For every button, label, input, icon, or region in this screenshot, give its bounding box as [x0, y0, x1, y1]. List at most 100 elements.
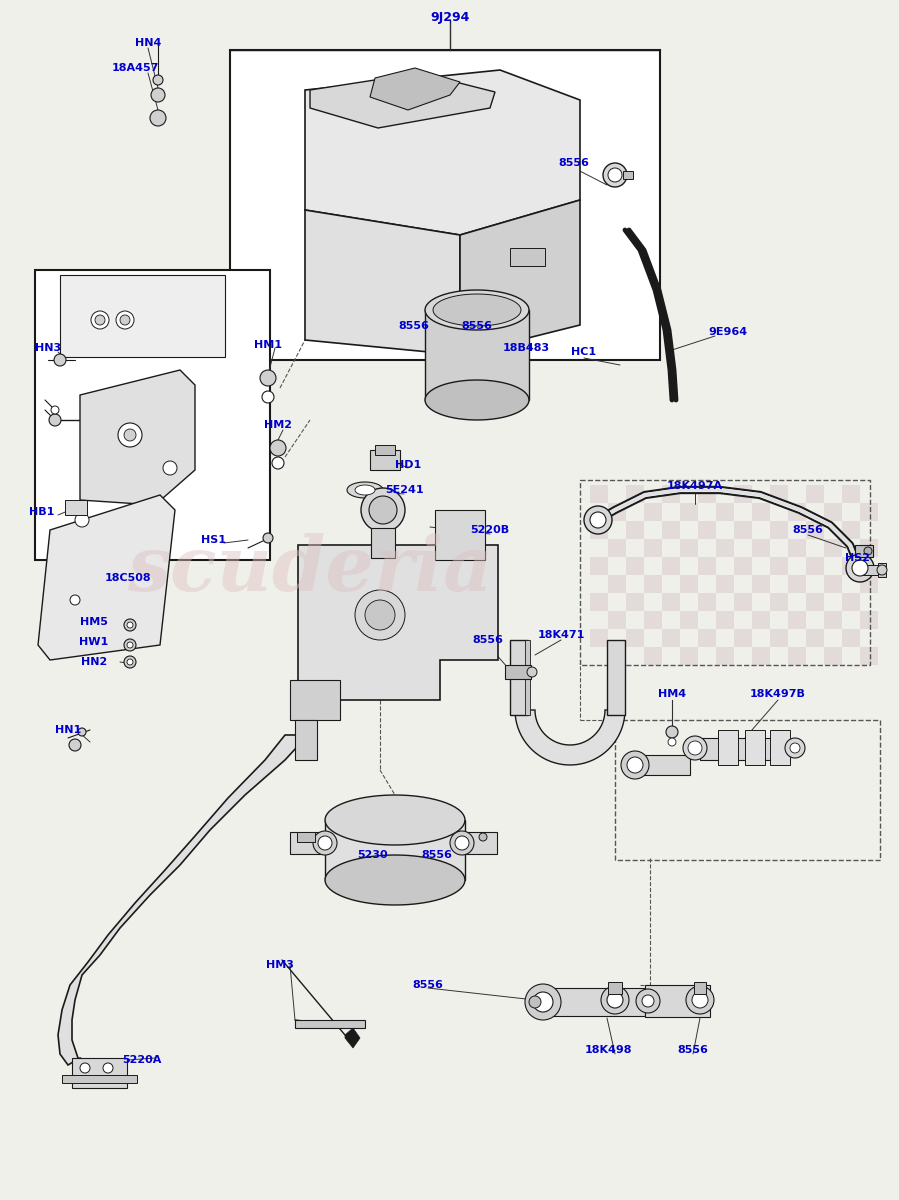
Text: 8556: 8556 [413, 980, 443, 990]
Bar [752, 611, 770, 629]
Text: HB1: HB1 [30, 506, 55, 517]
Circle shape [584, 506, 612, 534]
Bar [878, 563, 886, 577]
Bar [788, 539, 806, 557]
Bar [608, 539, 626, 557]
Polygon shape [325, 856, 465, 905]
Circle shape [69, 739, 81, 751]
Circle shape [361, 488, 405, 532]
Circle shape [852, 560, 868, 576]
Bar [788, 575, 806, 593]
Bar [644, 575, 662, 593]
Circle shape [790, 743, 800, 754]
Bar [824, 503, 842, 521]
Polygon shape [38, 494, 175, 660]
Circle shape [78, 728, 86, 736]
Circle shape [686, 986, 714, 1014]
Text: HM1: HM1 [254, 340, 282, 350]
Bar [860, 647, 878, 665]
Circle shape [785, 738, 805, 758]
Circle shape [590, 512, 606, 528]
Bar [694, 982, 706, 994]
Polygon shape [80, 370, 195, 505]
Circle shape [529, 996, 541, 1008]
Text: HM3: HM3 [266, 960, 294, 970]
Bar [465, 832, 497, 854]
Bar [806, 593, 824, 611]
Circle shape [120, 314, 130, 325]
Bar [806, 629, 824, 647]
Circle shape [369, 496, 397, 524]
Polygon shape [425, 310, 529, 400]
Bar [855, 545, 873, 557]
Bar [700, 738, 790, 760]
Circle shape [877, 565, 887, 575]
Circle shape [455, 836, 469, 850]
Text: HN3: HN3 [35, 343, 61, 353]
Circle shape [313, 830, 337, 854]
Circle shape [124, 428, 136, 440]
Bar [698, 485, 716, 503]
Bar [615, 720, 880, 860]
Bar [623, 170, 633, 179]
Circle shape [150, 110, 166, 126]
Text: 5230: 5230 [357, 850, 387, 860]
Polygon shape [298, 545, 498, 700]
Bar [510, 640, 528, 715]
Text: HN1: HN1 [55, 725, 81, 734]
Bar [435, 510, 485, 560]
Circle shape [272, 457, 284, 469]
Circle shape [51, 406, 59, 414]
Bar [862, 565, 882, 575]
Circle shape [355, 590, 405, 640]
Text: 9E964: 9E964 [708, 326, 748, 337]
Circle shape [621, 751, 649, 779]
Circle shape [124, 638, 136, 650]
Circle shape [262, 391, 274, 403]
Bar [645, 985, 710, 1018]
Text: 18C508: 18C508 [104, 572, 151, 583]
Bar [734, 485, 752, 503]
Polygon shape [460, 200, 580, 355]
Text: HN4: HN4 [135, 38, 161, 48]
Bar [371, 528, 395, 558]
Bar [590, 593, 608, 611]
Circle shape [525, 984, 561, 1020]
Bar [295, 1020, 365, 1028]
Circle shape [627, 757, 643, 773]
Bar [734, 521, 752, 539]
Bar [626, 557, 644, 575]
Bar [297, 832, 315, 842]
Bar [734, 629, 752, 647]
Bar [295, 720, 317, 760]
Circle shape [124, 619, 136, 631]
Text: 5220B: 5220B [470, 526, 510, 535]
Bar [626, 521, 644, 539]
Bar [505, 665, 531, 679]
Bar [626, 593, 644, 611]
Bar [842, 485, 860, 503]
Bar [788, 611, 806, 629]
Text: 8556: 8556 [461, 320, 493, 331]
Bar [770, 730, 790, 766]
Circle shape [642, 995, 654, 1007]
Circle shape [692, 992, 708, 1008]
Polygon shape [345, 1028, 360, 1048]
Text: 8556: 8556 [793, 526, 823, 535]
Circle shape [270, 440, 286, 456]
Bar [662, 521, 680, 539]
Bar [716, 611, 734, 629]
Polygon shape [310, 73, 495, 128]
Bar [662, 593, 680, 611]
Circle shape [603, 163, 627, 187]
Text: 8556: 8556 [678, 1045, 708, 1055]
Circle shape [103, 1063, 113, 1073]
Bar [842, 521, 860, 539]
Bar [860, 503, 878, 521]
Bar [626, 485, 644, 503]
Bar [824, 539, 842, 557]
Polygon shape [425, 380, 529, 420]
Bar [325, 820, 465, 880]
Text: HW1: HW1 [79, 637, 109, 647]
Circle shape [151, 88, 165, 102]
